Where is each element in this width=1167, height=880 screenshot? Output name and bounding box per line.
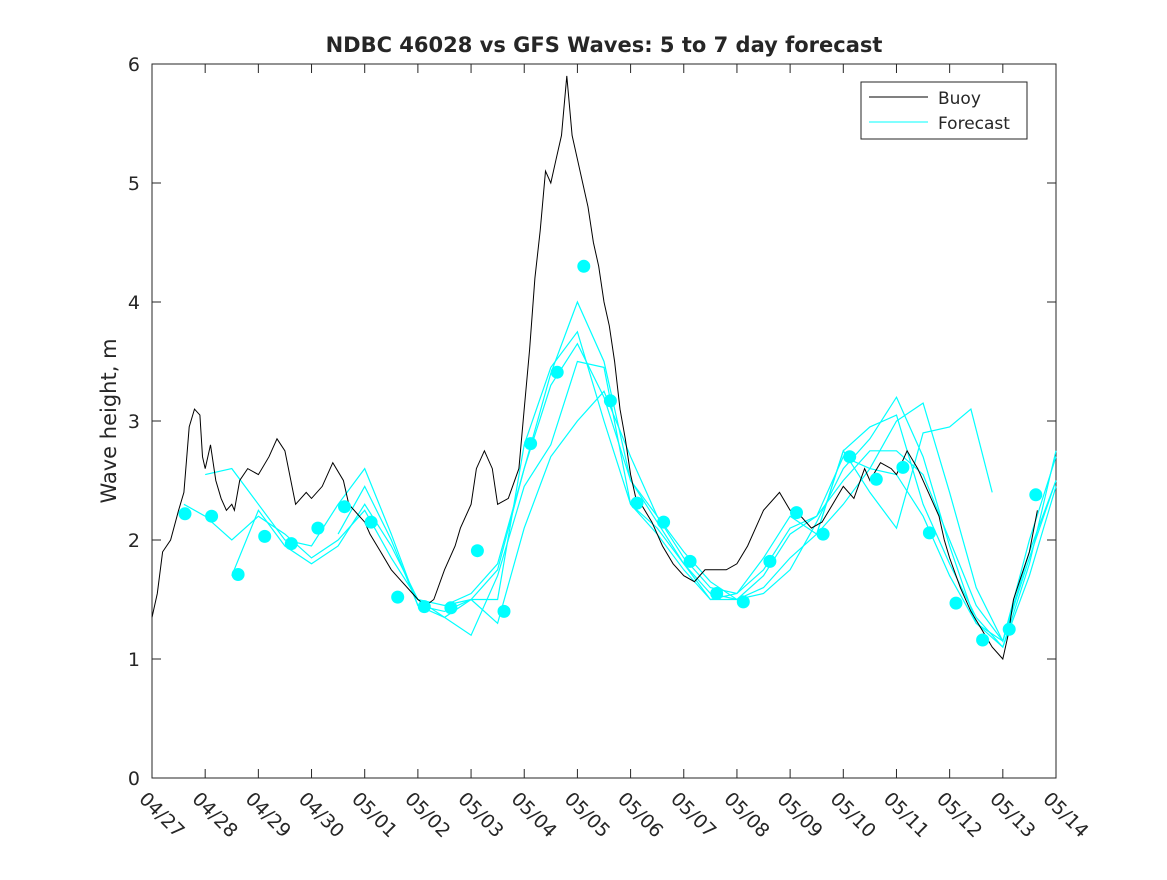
y-tick-label: 4 <box>128 292 140 314</box>
forecast-marker <box>896 460 910 474</box>
forecast-marker <box>364 515 378 529</box>
forecast-marker <box>630 496 644 510</box>
y-tick-label: 0 <box>128 768 140 790</box>
forecast-marker <box>444 601 458 615</box>
buoy-line <box>151 75 1038 661</box>
y-tick-label: 6 <box>128 54 140 76</box>
forecast-line-5 <box>444 330 1057 649</box>
forecast-marker <box>311 521 325 535</box>
forecast-line-2 <box>205 390 1057 643</box>
forecast-marker <box>683 554 697 568</box>
forecast-marker <box>763 554 777 568</box>
forecast-marker <box>710 587 724 600</box>
legend-label-buoy: Buoy <box>938 89 981 109</box>
forecast-marker <box>976 633 990 647</box>
forecast-marker <box>231 568 245 581</box>
y-tick-label: 1 <box>128 649 140 671</box>
y-tick-label: 3 <box>128 411 140 433</box>
forecast-marker <box>657 515 671 529</box>
forecast-marker <box>577 259 591 273</box>
legend-box <box>860 81 1028 140</box>
y-axis-label: Wave height, m <box>97 338 121 503</box>
forecast-marker <box>843 450 857 464</box>
forecast-marker <box>949 596 963 610</box>
y-tick-label: 5 <box>128 173 140 195</box>
forecast-line-4 <box>337 300 1057 643</box>
forecast-marker <box>790 506 803 520</box>
legend: Buoy Forecast <box>860 81 1028 140</box>
legend-label-forecast: Forecast <box>938 114 1010 134</box>
y-axis: 0 1 2 3 4 5 6 <box>128 54 1056 790</box>
forecast-marker <box>1029 488 1043 502</box>
forecast-marker <box>470 544 484 558</box>
chart-title: NDBC 46028 vs GFS Waves: 5 to 7 day fore… <box>326 33 883 57</box>
forecast-marker <box>205 509 219 523</box>
forecast-marker <box>603 394 617 408</box>
forecast-markers <box>178 259 1043 647</box>
y-tick-label: 2 <box>128 530 140 552</box>
forecast-marker <box>338 500 351 514</box>
forecast-marker <box>417 600 431 614</box>
forecast-marker <box>391 590 405 604</box>
forecast-marker <box>922 526 936 540</box>
forecast-marker <box>816 527 830 541</box>
forecast-marker <box>284 537 298 551</box>
forecast-marker <box>550 365 564 379</box>
forecast-marker <box>497 604 511 618</box>
buoy-series <box>151 75 1038 661</box>
forecast-marker <box>524 437 538 451</box>
forecast-marker <box>1002 622 1016 636</box>
forecast-marker <box>736 595 750 609</box>
forecast-marker <box>258 529 272 543</box>
forecast-marker <box>178 507 192 521</box>
forecast-marker <box>869 472 883 486</box>
